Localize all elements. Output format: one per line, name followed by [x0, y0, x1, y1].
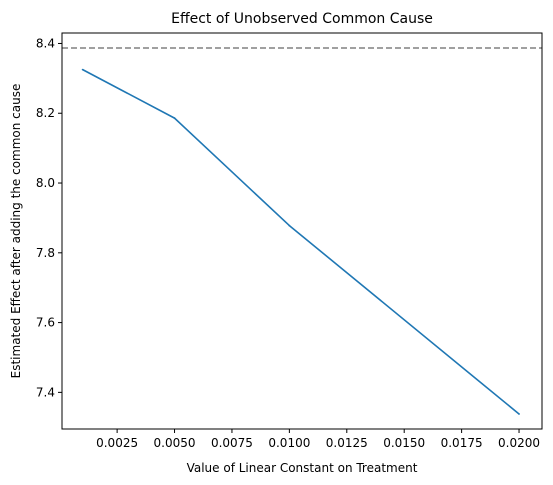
x-tick-label: 0.0075 [211, 436, 253, 450]
y-axis-label: Estimated Effect after adding the common… [9, 84, 23, 379]
data-point [288, 224, 291, 227]
x-tick-label: 0.0100 [268, 436, 310, 450]
x-tick-label: 0.0175 [441, 436, 483, 450]
y-tick-label: 8.2 [36, 106, 55, 120]
x-tick-label: 0.0150 [383, 436, 425, 450]
y-tick-label: 7.4 [36, 385, 55, 399]
x-tick-label: 0.0125 [326, 436, 368, 450]
y-tick-label: 8.0 [36, 176, 55, 190]
data-point [518, 413, 520, 415]
data-point [81, 68, 84, 71]
x-tick-label: 0.0050 [154, 436, 196, 450]
plot-frame [61, 32, 543, 430]
chart-title: Effect of Unobserved Common Cause [171, 11, 433, 27]
y-tick-label: 7.8 [36, 246, 55, 260]
plot-area: 0.0025 0.0050 0.0075 0.0100 0.0125 0.0150 0.01… [36, 36, 542, 450]
series-line [82, 68, 520, 415]
data-point [173, 117, 176, 120]
x-tick-label: 0.0025 [96, 436, 138, 450]
x-axis-label: Value of Linear Constant on Treatment [187, 461, 418, 475]
x-tick-label: 0.0200 [498, 436, 540, 450]
y-tick-label: 8.4 [36, 36, 55, 50]
y-tick-label: 7.6 [36, 316, 55, 330]
